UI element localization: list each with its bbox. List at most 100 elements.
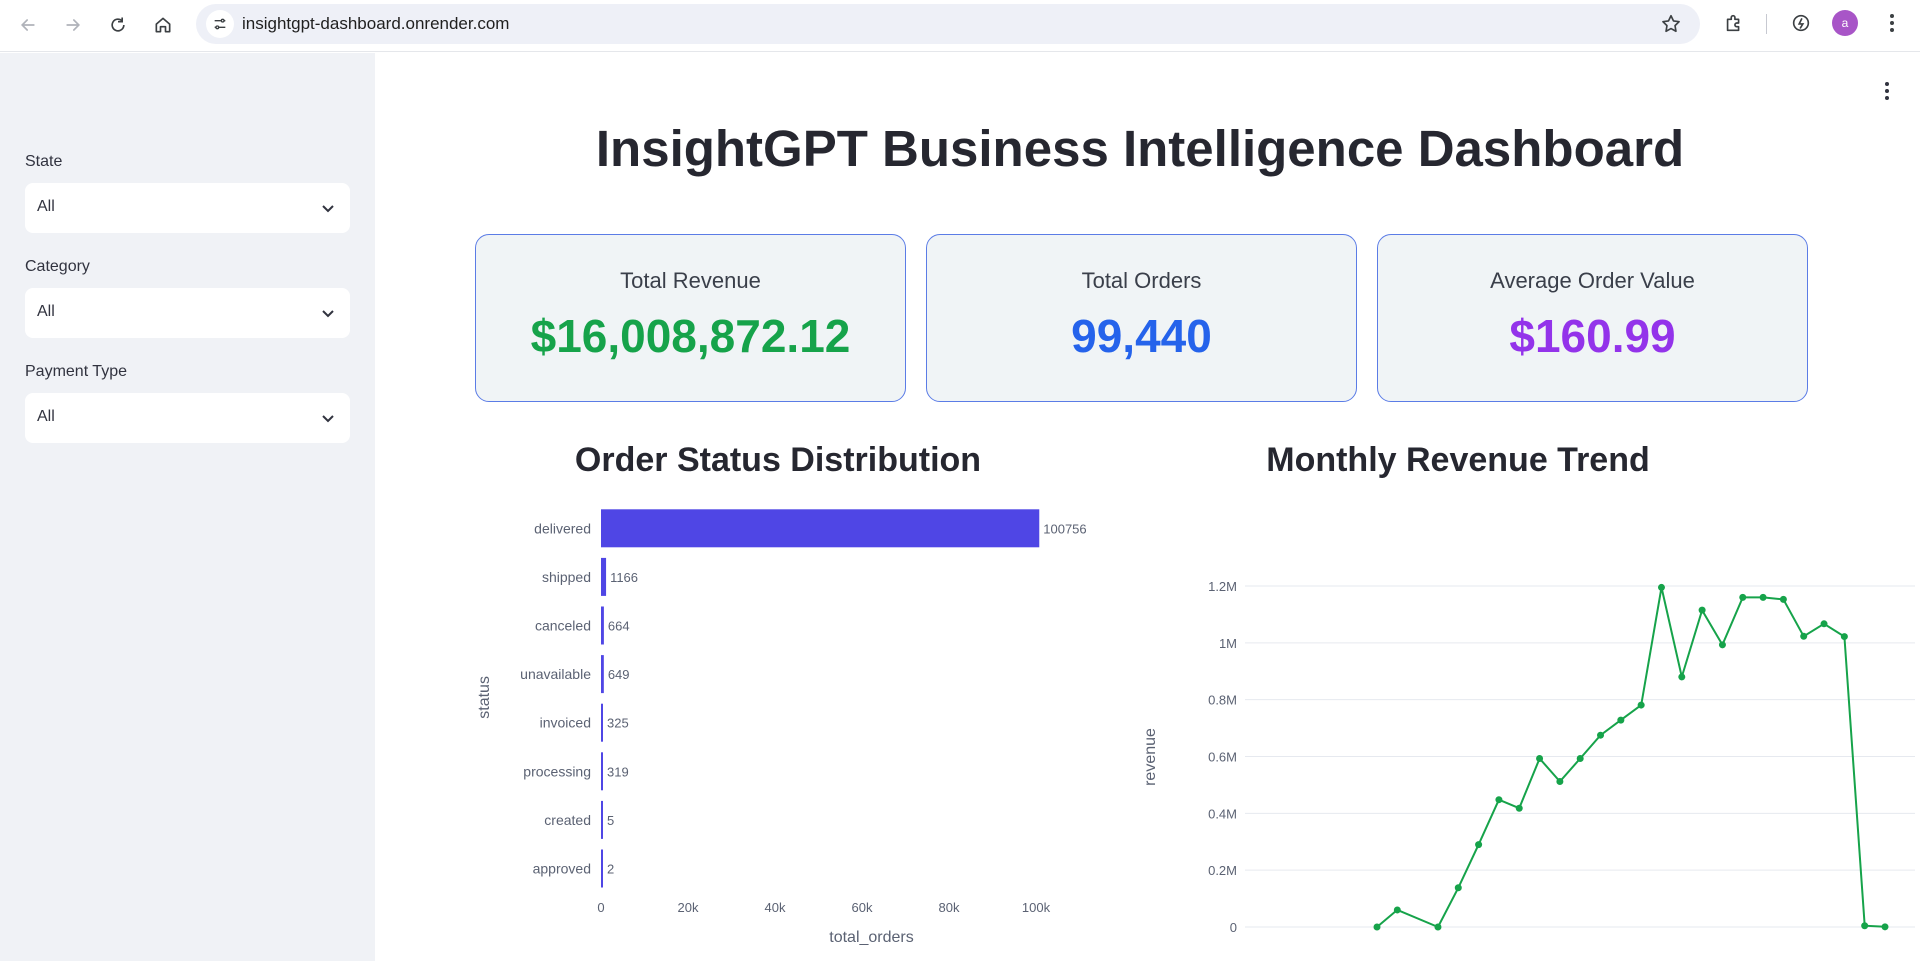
y-tick-label: 0.8M [1208, 693, 1237, 708]
performance-button[interactable] [1789, 11, 1813, 35]
data-label: 2 [607, 862, 614, 877]
y-tick-label: delivered [534, 520, 591, 536]
bar-processing [601, 752, 603, 791]
data-point-2016-12 [1434, 923, 1442, 931]
bar-created [601, 800, 603, 839]
category-filter-label: Category [25, 258, 90, 275]
y-tick-label: invoiced [540, 715, 591, 731]
bar-canceled [601, 606, 604, 645]
category-select[interactable]: All [25, 288, 350, 338]
y-tick-label: 0 [1230, 920, 1237, 935]
kpi-card-average-order-value: Average Order Value $160.99 [1377, 234, 1808, 402]
x-axis-label: total_orders [829, 929, 914, 946]
bar-delivered [601, 509, 1040, 548]
sidebar: State All Category All Payment Type All [0, 53, 375, 961]
puzzle-icon [1726, 14, 1740, 32]
y-tick-label: shipped [542, 569, 591, 585]
browser-toolbar: insightgpt-dashboard.onrender.com a [0, 0, 1920, 52]
kpi-card-total-orders: Total Orders 99,440 [926, 234, 1357, 402]
data-point-2018-02 [1718, 641, 1726, 649]
main-content: InsightGPT Business Intelligence Dashboa… [375, 53, 1920, 961]
y-tick-label: 0.2M [1208, 863, 1237, 878]
data-label: 1166 [610, 570, 638, 585]
data-point-2018-10 [1881, 923, 1889, 931]
x-tick-label: 0 [597, 900, 604, 915]
kpi-label: Total Revenue [620, 268, 761, 293]
bar-shipped [601, 557, 607, 596]
y-tick-label: 1M [1219, 636, 1237, 651]
home-button[interactable] [146, 8, 180, 42]
x-tick-label: 100k [1022, 900, 1051, 915]
reload-icon [111, 17, 125, 32]
order-status-bar-chart: delivered 100756 shipped 1166 canceled 664 una… [476, 509, 1087, 946]
data-point-2018-08 [1840, 633, 1848, 641]
x-tick-label: 60k [852, 900, 873, 915]
browser-menu-button[interactable] [1880, 11, 1904, 35]
data-label: 325 [607, 716, 629, 731]
y-tick-label: canceled [535, 618, 591, 634]
state-select-value: All [37, 198, 55, 215]
avatar-initial: a [1841, 16, 1849, 30]
toolbar-divider [1766, 14, 1767, 34]
back-button[interactable] [11, 8, 45, 42]
bar-approved [601, 849, 603, 888]
payment-type-select[interactable]: All [25, 393, 350, 443]
kpi-label: Average Order Value [1490, 268, 1695, 293]
url-text[interactable]: insightgpt-dashboard.onrender.com [242, 14, 510, 33]
data-point-2017-02 [1475, 841, 1483, 849]
revenue-line [1376, 587, 1886, 929]
data-point-2018-03 [1739, 593, 1747, 601]
data-point-2017-05 [1536, 754, 1544, 762]
more-vertical-icon [1890, 14, 1894, 32]
data-label: 100756 [1043, 521, 1086, 536]
payment-type-select-value: All [37, 408, 55, 425]
tune-icon [214, 18, 226, 30]
arrow-left-icon [20, 19, 35, 31]
speed-icon [1792, 14, 1810, 32]
address-bar[interactable]: insightgpt-dashboard.onrender.com [196, 4, 1700, 44]
y-tick-label: created [544, 812, 591, 828]
y-tick-label: processing [523, 763, 591, 779]
data-point-2017-08 [1597, 731, 1605, 739]
app-menu-icon[interactable] [1884, 81, 1890, 101]
data-point-2017-11 [1657, 583, 1665, 591]
data-label: 649 [608, 667, 630, 682]
kpi-value: $160.99 [1509, 310, 1676, 362]
y-tick-label: 0.6M [1208, 750, 1237, 765]
data-point-2018-04 [1759, 593, 1767, 601]
y-tick-label: 1.2M [1208, 579, 1237, 594]
chevron-down-icon [322, 415, 334, 423]
y-tick-label: 0.4M [1208, 806, 1237, 821]
data-label: 5 [607, 813, 614, 828]
arrow-right-icon [66, 19, 81, 31]
reload-button[interactable] [101, 8, 135, 42]
forward-button[interactable] [56, 8, 90, 42]
data-point-2017-10 [1637, 701, 1645, 709]
extensions-button[interactable] [1722, 11, 1746, 35]
payment-type-filter-label: Payment Type [25, 363, 127, 380]
x-tick-label: 40k [765, 900, 786, 915]
data-point-2016-09 [1373, 923, 1381, 931]
data-point-2017-03 [1495, 796, 1503, 804]
category-select-value: All [37, 303, 55, 320]
data-point-2018-05 [1779, 595, 1787, 603]
kpi-label: Total Orders [1081, 268, 1202, 293]
data-point-2018-07 [1820, 620, 1828, 628]
data-point-2017-09 [1617, 716, 1625, 724]
site-info-button[interactable] [206, 10, 234, 38]
bookmark-star-icon[interactable] [1660, 13, 1682, 35]
bar-unavailable [601, 655, 604, 694]
y-tick-label: approved [533, 861, 591, 877]
data-point-2017-01 [1454, 884, 1462, 892]
x-tick-label: 20k [678, 900, 699, 915]
state-select[interactable]: All [25, 183, 350, 233]
data-point-2017-07 [1576, 754, 1584, 762]
profile-avatar[interactable]: a [1832, 10, 1858, 36]
y-axis-label: status [476, 676, 493, 719]
kpi-value: 99,440 [1071, 310, 1212, 362]
state-filter-label: State [25, 153, 63, 170]
data-point-2018-09 [1861, 922, 1869, 930]
data-point-2018-06 [1800, 632, 1808, 640]
order-status-chart-title: Order Status Distribution [574, 441, 982, 479]
